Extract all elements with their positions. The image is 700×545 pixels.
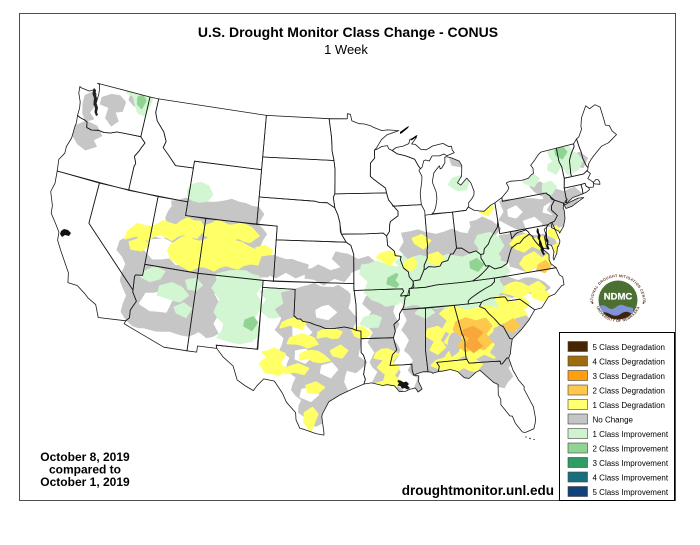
svg-text:2 Class Improvement: 2 Class Improvement bbox=[593, 444, 669, 453]
svg-text:October 8, 2019: October 8, 2019 bbox=[40, 450, 130, 464]
svg-text:U.S. Drought Monitor Class Cha: U.S. Drought Monitor Class Change - CONU… bbox=[198, 24, 498, 40]
svg-text:5 Class Improvement: 5 Class Improvement bbox=[593, 488, 669, 497]
svg-text:No Change: No Change bbox=[593, 415, 634, 424]
svg-text:3 Class Degradation: 3 Class Degradation bbox=[593, 372, 665, 381]
svg-text:4 Class Improvement: 4 Class Improvement bbox=[593, 473, 669, 482]
svg-text:3 Class Improvement: 3 Class Improvement bbox=[593, 459, 669, 468]
svg-text:1 Class Degradation: 1 Class Degradation bbox=[593, 401, 665, 410]
svg-text:2 Class Degradation: 2 Class Degradation bbox=[593, 386, 665, 395]
svg-text:1 Week: 1 Week bbox=[324, 42, 368, 57]
svg-text:compared to: compared to bbox=[49, 463, 121, 477]
svg-text:1 Class Improvement: 1 Class Improvement bbox=[593, 430, 669, 439]
svg-text:5 Class Degradation: 5 Class Degradation bbox=[593, 343, 665, 352]
svg-text:droughtmonitor.unl.edu: droughtmonitor.unl.edu bbox=[402, 483, 554, 498]
svg-text:NDMC: NDMC bbox=[604, 292, 633, 303]
svg-text:October 1, 2019: October 1, 2019 bbox=[40, 475, 130, 489]
svg-text:4 Class Degradation: 4 Class Degradation bbox=[593, 357, 665, 366]
